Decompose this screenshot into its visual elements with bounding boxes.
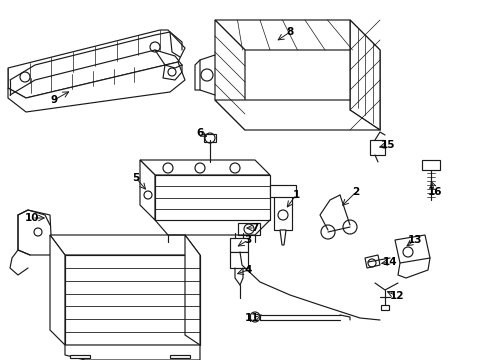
Polygon shape — [215, 100, 379, 130]
Polygon shape — [280, 230, 285, 245]
Text: 3: 3 — [244, 235, 251, 245]
Polygon shape — [70, 355, 90, 358]
Text: 15: 15 — [380, 140, 394, 150]
Polygon shape — [8, 62, 184, 112]
Text: 1: 1 — [292, 190, 299, 200]
Text: 14: 14 — [382, 257, 397, 267]
Text: 7: 7 — [251, 223, 258, 233]
Text: 13: 13 — [407, 235, 421, 245]
Polygon shape — [155, 175, 269, 220]
Polygon shape — [65, 345, 200, 360]
Polygon shape — [215, 20, 379, 50]
Polygon shape — [140, 160, 269, 175]
Polygon shape — [140, 160, 155, 220]
Text: 16: 16 — [427, 187, 441, 197]
Polygon shape — [364, 255, 379, 268]
Polygon shape — [18, 210, 52, 255]
Polygon shape — [215, 20, 244, 130]
Polygon shape — [421, 160, 439, 170]
Text: 2: 2 — [352, 187, 359, 197]
Polygon shape — [349, 20, 379, 130]
Text: 4: 4 — [244, 265, 251, 275]
Text: 8: 8 — [286, 27, 293, 37]
Text: 6: 6 — [196, 128, 203, 138]
Polygon shape — [369, 140, 384, 155]
Polygon shape — [203, 134, 216, 142]
Text: 9: 9 — [50, 95, 58, 105]
Polygon shape — [269, 185, 295, 197]
Polygon shape — [273, 195, 291, 230]
Polygon shape — [229, 252, 247, 268]
Polygon shape — [8, 30, 184, 98]
Polygon shape — [65, 255, 200, 345]
Polygon shape — [184, 235, 200, 345]
Polygon shape — [229, 238, 247, 252]
Polygon shape — [394, 235, 429, 263]
Text: 11: 11 — [244, 313, 259, 323]
Text: 5: 5 — [132, 173, 140, 183]
Polygon shape — [380, 305, 388, 310]
Polygon shape — [238, 223, 260, 235]
Text: 10: 10 — [25, 213, 39, 223]
Text: 12: 12 — [389, 291, 404, 301]
Polygon shape — [50, 235, 65, 345]
Polygon shape — [50, 235, 200, 255]
Polygon shape — [170, 355, 190, 358]
